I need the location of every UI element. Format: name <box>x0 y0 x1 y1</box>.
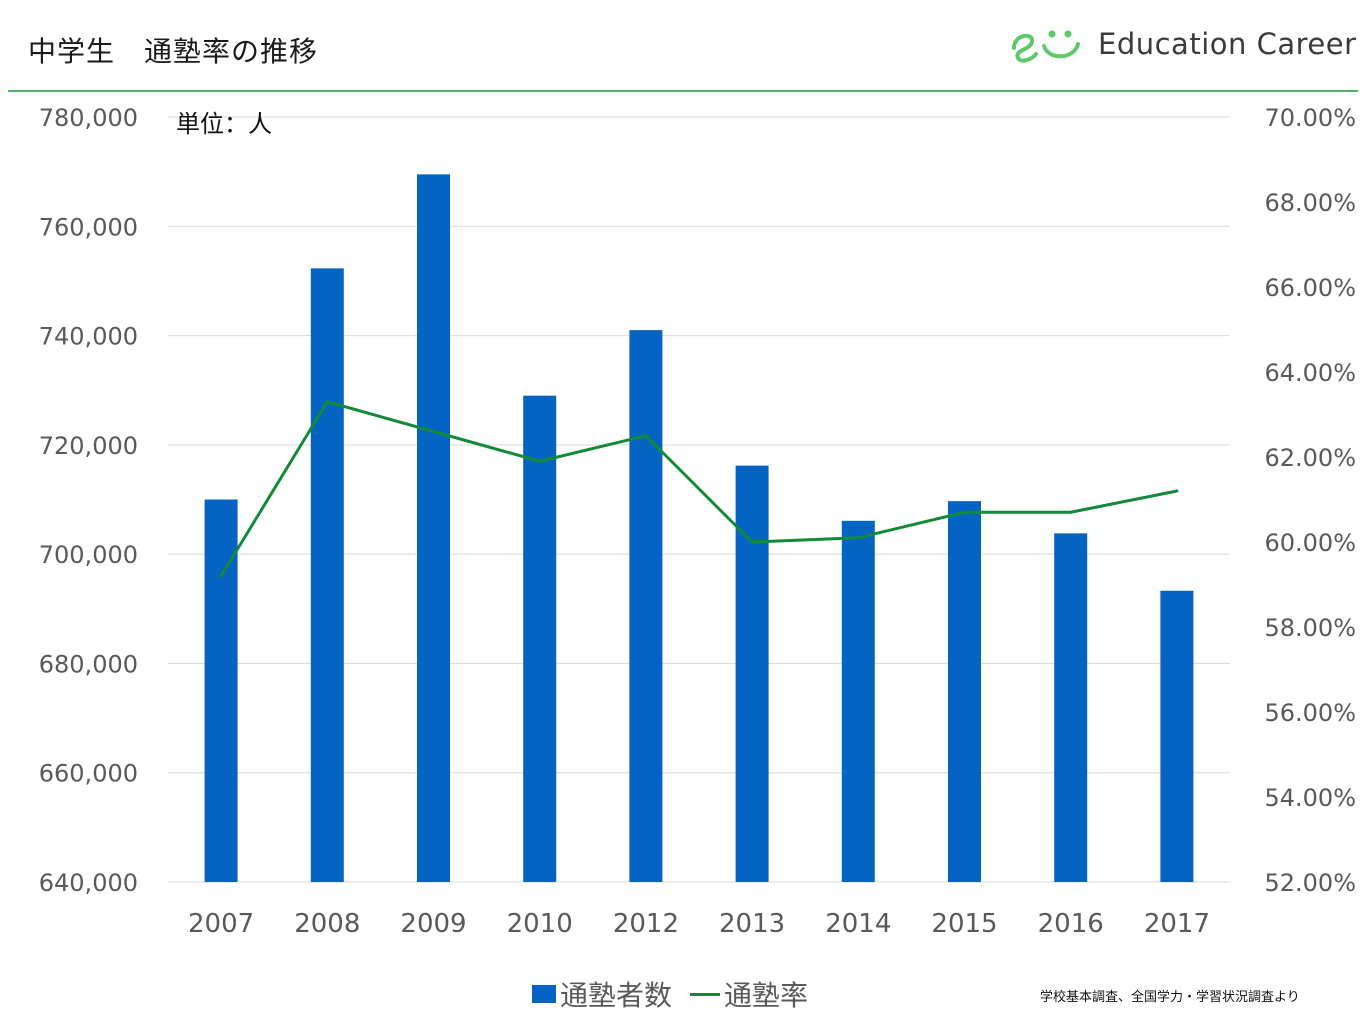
header-divider <box>8 90 1358 92</box>
x-tick-label: 2009 <box>400 909 466 939</box>
legend-swatch-bar <box>532 985 556 1003</box>
bar <box>310 268 344 882</box>
unit-label: 単位：人 <box>176 110 272 138</box>
line-point <box>750 540 754 544</box>
left-tick-label: 640,000 <box>39 869 138 897</box>
x-tick-label: 2008 <box>294 909 360 939</box>
bar <box>841 520 875 882</box>
x-tick-label: 2007 <box>188 909 254 939</box>
x-axis-ticks: 2007 2008 2009 2010 2012 2013 2014 2015 2016 2017 <box>188 909 1210 939</box>
x-tick-label: 2012 <box>613 909 679 939</box>
right-tick-label: 62.00% <box>1264 444 1356 472</box>
bar <box>1160 590 1194 882</box>
left-tick-label: 700,000 <box>39 541 138 569</box>
bar <box>948 501 981 882</box>
right-tick-label: 64.00% <box>1264 359 1356 387</box>
line-point <box>219 574 223 578</box>
line-point <box>432 430 435 433</box>
source-note: 学校基本調査、全国学力・学習状況調査より <box>1040 990 1300 1005</box>
line-path <box>219 400 1178 577</box>
legend-item-bar: 通塾者数 <box>532 974 672 1014</box>
legend-item-line: 通塾率 <box>690 974 808 1014</box>
legend-swatch-line <box>690 992 721 996</box>
line-point <box>856 536 860 540</box>
left-tick-label: 740,000 <box>39 323 138 351</box>
right-tick-label: 60.00% <box>1264 529 1356 557</box>
chart-legend: 通塾者数 通塾率 <box>532 974 826 1014</box>
left-tick-label: 760,000 <box>39 213 138 241</box>
x-tick-label: 2016 <box>1038 909 1104 939</box>
left-tick-label: 660,000 <box>39 760 138 788</box>
line-point <box>1175 489 1179 493</box>
right-tick-label: 54.00% <box>1264 784 1356 812</box>
legend-label-bar: 通塾者数 <box>560 979 673 1012</box>
left-tick-label: 680,000 <box>39 650 138 678</box>
brand-logo[interactable]: Education Career <box>1008 22 1357 66</box>
line-series <box>219 400 1179 578</box>
line-point <box>538 459 542 463</box>
x-tick-label: 2010 <box>507 909 573 939</box>
bar <box>204 499 238 882</box>
right-tick-label: 68.00% <box>1264 189 1356 217</box>
page-title: 中学生 通塾率の推移 <box>28 35 319 68</box>
right-tick-label: 66.00% <box>1264 274 1356 302</box>
x-tick-label: 2013 <box>719 909 785 939</box>
x-tick-label: 2014 <box>825 909 891 939</box>
bar-series <box>204 174 1194 882</box>
x-tick-label: 2015 <box>931 909 997 939</box>
bar <box>417 174 450 882</box>
right-tick-label: 56.00% <box>1264 699 1356 727</box>
bar <box>1054 533 1088 882</box>
right-axis-ticks: 52.00% 54.00% 56.00% 58.00% 60.00% 62.00% 64.0… <box>1264 104 1356 897</box>
line-point <box>644 434 648 438</box>
logo-text: Education Career <box>1098 27 1357 61</box>
education-career-logo-icon <box>1012 30 1080 63</box>
left-axis-ticks: 640,000 660,000 680,000 700,000 720,000 740,0… <box>39 104 138 897</box>
right-tick-label: 58.00% <box>1264 614 1356 642</box>
gridlines <box>168 116 1230 883</box>
right-tick-label: 70.00% <box>1264 104 1356 132</box>
line-point <box>325 400 329 404</box>
legend-label-line: 通塾率 <box>724 979 809 1012</box>
bar <box>523 395 557 882</box>
line-point <box>963 510 966 514</box>
left-tick-label: 720,000 <box>39 432 138 460</box>
bar <box>629 330 663 882</box>
x-tick-label: 2017 <box>1144 909 1210 939</box>
right-tick-label: 52.00% <box>1264 869 1356 897</box>
line-point <box>1069 510 1073 514</box>
left-tick-label: 780,000 <box>39 104 138 132</box>
bar <box>735 465 769 882</box>
